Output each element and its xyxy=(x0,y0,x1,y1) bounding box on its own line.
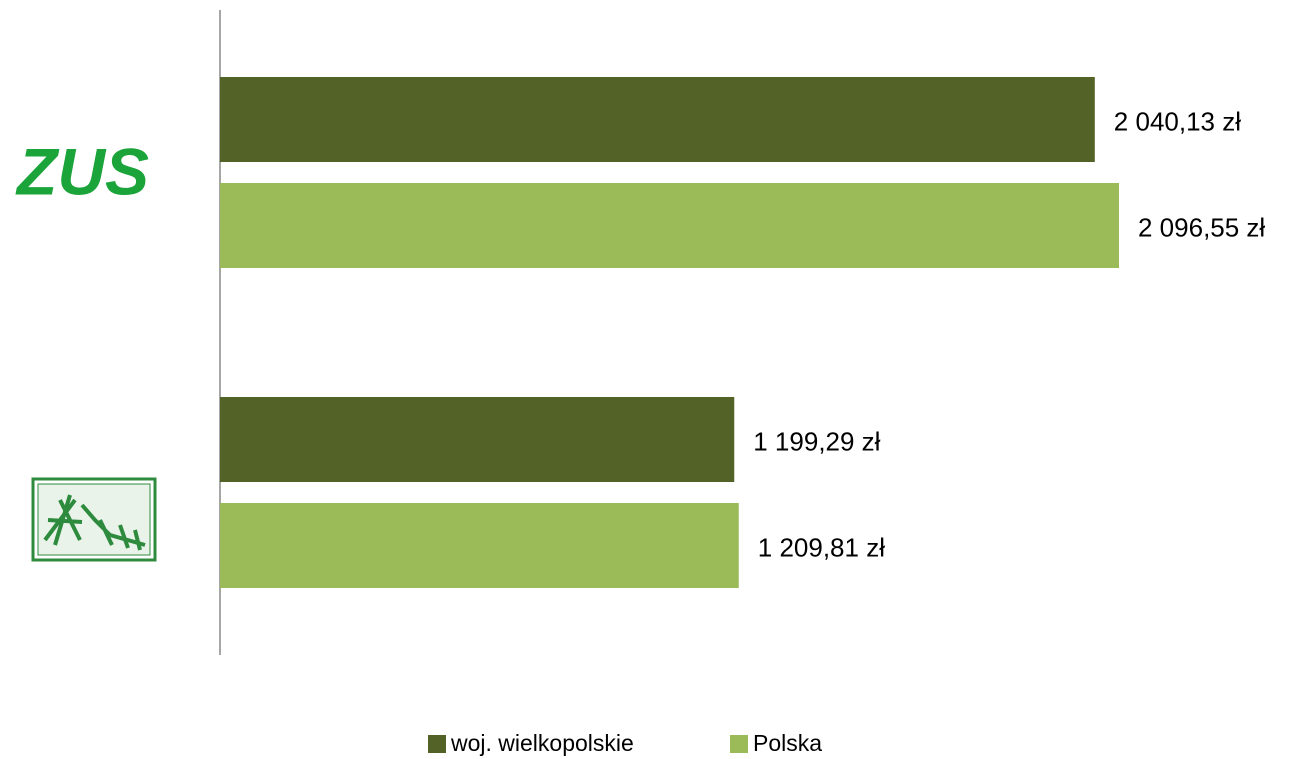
value-label: 2 096,55 zł xyxy=(1138,212,1265,242)
value-label: 1 199,29 zł xyxy=(753,426,880,456)
legend-swatch xyxy=(428,735,446,753)
value-label: 2 040,13 zł xyxy=(1114,106,1241,136)
bar xyxy=(220,183,1120,268)
category-label: ZUS xyxy=(15,134,149,208)
bar xyxy=(220,397,735,482)
legend-label: Polska xyxy=(753,730,822,756)
legend-label: woj. wielkopolskie xyxy=(450,730,634,756)
value-label: 1 209,81 zł xyxy=(758,532,885,562)
legend-swatch xyxy=(730,735,748,753)
krus-logo xyxy=(31,477,157,562)
bar xyxy=(220,77,1095,162)
bar xyxy=(220,503,739,588)
